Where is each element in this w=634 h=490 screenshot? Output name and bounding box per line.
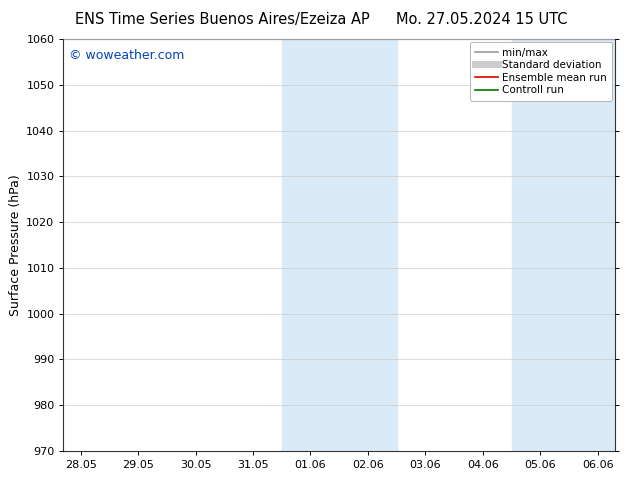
Legend: min/max, Standard deviation, Ensemble mean run, Controll run: min/max, Standard deviation, Ensemble me… bbox=[470, 42, 612, 100]
Text: ENS Time Series Buenos Aires/Ezeiza AP: ENS Time Series Buenos Aires/Ezeiza AP bbox=[75, 12, 369, 27]
Text: © woweather.com: © woweather.com bbox=[69, 49, 184, 63]
Text: Mo. 27.05.2024 15 UTC: Mo. 27.05.2024 15 UTC bbox=[396, 12, 567, 27]
Bar bbox=[281, 39, 397, 451]
Y-axis label: Surface Pressure (hPa): Surface Pressure (hPa) bbox=[9, 174, 22, 316]
Bar bbox=[512, 39, 615, 451]
